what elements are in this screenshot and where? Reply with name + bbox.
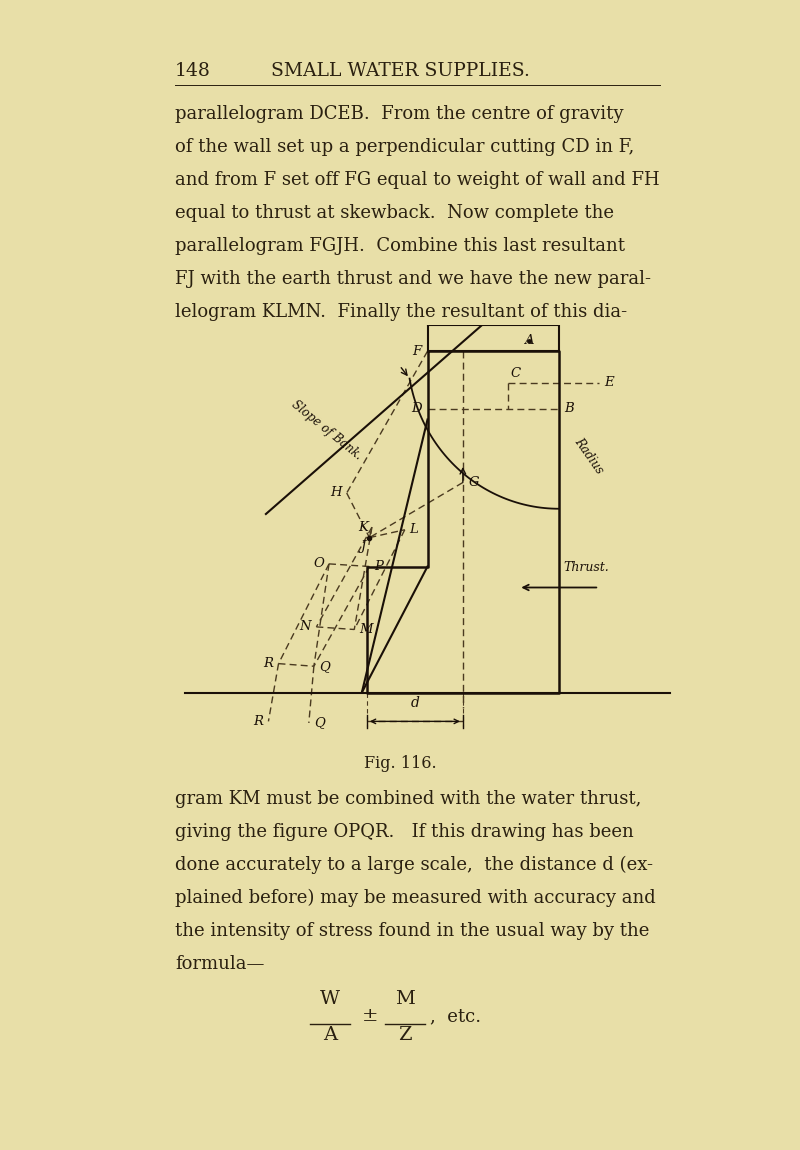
Text: gram KM must be combined with the water thrust,: gram KM must be combined with the water …: [175, 790, 642, 808]
Text: K: K: [358, 521, 368, 534]
Text: Radius: Radius: [572, 436, 606, 477]
Text: F: F: [412, 345, 422, 358]
Text: Z: Z: [398, 1026, 412, 1044]
Text: formula—: formula—: [175, 954, 264, 973]
Text: Fig. 116.: Fig. 116.: [364, 756, 436, 772]
Text: G: G: [469, 476, 479, 489]
Text: P: P: [374, 560, 383, 573]
Text: B: B: [564, 402, 574, 415]
Text: equal to thrust at skewback.  Now complete the: equal to thrust at skewback. Now complet…: [175, 204, 614, 222]
Text: parallelogram FGJH.  Combine this last resultant: parallelogram FGJH. Combine this last re…: [175, 237, 625, 255]
Text: parallelogram DCEB.  From the centre of gravity: parallelogram DCEB. From the centre of g…: [175, 105, 623, 123]
Text: the intensity of stress found in the usual way by the: the intensity of stress found in the usu…: [175, 922, 650, 940]
Text: plained before) may be measured with accuracy and: plained before) may be measured with acc…: [175, 889, 656, 907]
Text: SMALL WATER SUPPLIES.: SMALL WATER SUPPLIES.: [270, 62, 530, 81]
Text: R: R: [263, 657, 274, 670]
Text: of the wall set up a perpendicular cutting CD in F,: of the wall set up a perpendicular cutti…: [175, 138, 634, 156]
Text: A: A: [323, 1026, 337, 1044]
Text: H: H: [330, 486, 342, 499]
Text: M: M: [359, 623, 373, 636]
Text: d: d: [410, 696, 419, 710]
Text: FJ with the earth thrust and we have the new paral-: FJ with the earth thrust and we have the…: [175, 270, 651, 288]
Text: ±: ±: [362, 1007, 378, 1025]
Text: Q: Q: [314, 716, 325, 729]
Text: W: W: [320, 990, 340, 1009]
Text: A: A: [524, 334, 534, 347]
Text: done accurately to a large scale,  the distance d (ex-: done accurately to a large scale, the di…: [175, 856, 653, 874]
Text: Q: Q: [319, 660, 330, 673]
Text: L: L: [409, 523, 418, 536]
Text: E: E: [604, 376, 614, 389]
Text: J: J: [360, 540, 366, 553]
Text: O: O: [313, 558, 324, 570]
Text: D: D: [411, 402, 422, 415]
Text: ,  etc.: , etc.: [430, 1007, 481, 1025]
Text: M: M: [395, 990, 415, 1009]
Text: R: R: [254, 715, 263, 728]
Text: giving the figure OPQR.   If this drawing has been: giving the figure OPQR. If this drawing …: [175, 823, 634, 841]
Text: lelogram KLMN.  Finally the resultant of this dia-: lelogram KLMN. Finally the resultant of …: [175, 302, 627, 321]
Text: Thrust.: Thrust.: [564, 561, 610, 574]
Text: and from F set off FG equal to weight of wall and FH: and from F set off FG equal to weight of…: [175, 171, 660, 189]
Text: 148: 148: [175, 62, 211, 81]
Text: N: N: [300, 620, 311, 634]
Text: C: C: [511, 367, 521, 381]
Text: Slope of Bank.: Slope of Bank.: [289, 398, 364, 462]
